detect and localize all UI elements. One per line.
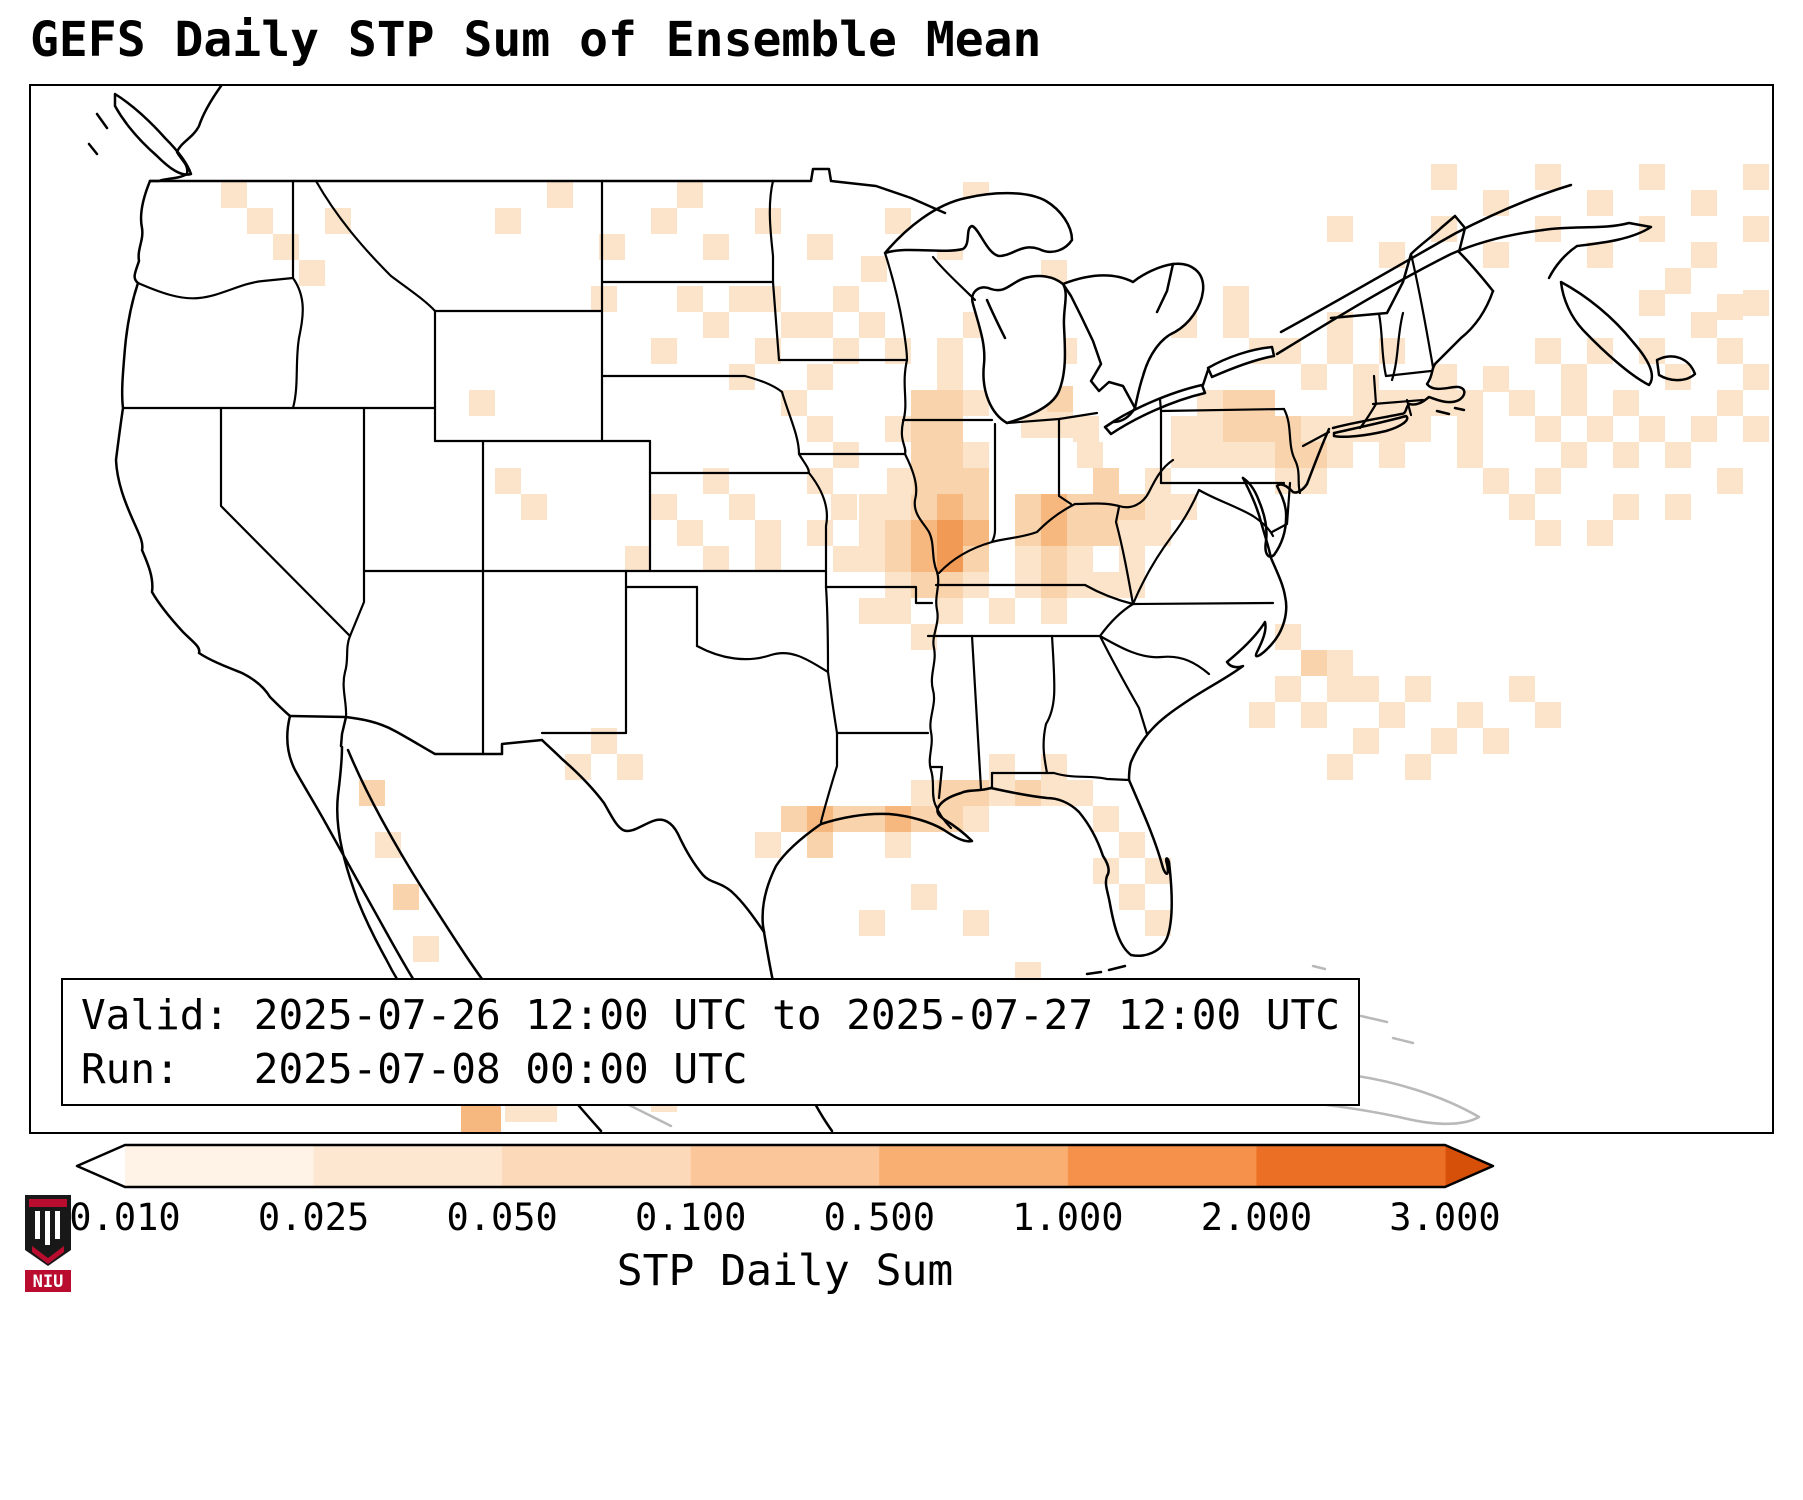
logo-column-mid [45,1211,50,1245]
logo-chevron [32,1246,64,1264]
niu-logo: NIU [25,1195,71,1292]
colorbar-tick-label: 0.500 [823,1196,935,1239]
niagara-river [1201,368,1210,387]
gulf-coast [761,786,993,934]
cape-breton [1655,355,1697,382]
bahamas [1311,964,1415,1045]
gaspe-peninsula [1541,221,1653,280]
state-borders [121,179,1435,830]
colorbar-under-arrow [77,1145,125,1187]
great-lakes [883,191,1276,436]
new-england-coast [1331,289,1495,430]
colorbar-segments [125,1145,1446,1187]
colorbar-tick-labels: 0.010 0.025 0.050 0.100 0.500 1.000 2.000 3.000 [69,1196,1500,1242]
colorbar-outline [75,1143,1495,1189]
lake-ontario [1206,345,1276,379]
lake-michigan [970,274,1067,425]
run-line: Run: 2025-07-08 00:00 UTC [81,1045,748,1093]
st-lawrence-south-shore [1275,228,1545,356]
colorbar-over-arrow [1445,1145,1493,1187]
georgian-bay-bruce [1155,262,1175,314]
logo-column-right [55,1211,60,1239]
mid-atlantic-coast [1241,427,1331,558]
coastal-islands [1435,406,1466,416]
stp-heatmap-layer [221,164,1769,1132]
atlantic-coast-south [1127,476,1288,782]
colorbar-tick-label: 0.025 [257,1196,370,1239]
valid-run-info-box: Valid: 2025-07-26 12:00 UTC to 2025-07-2… [61,978,1360,1106]
us-map [87,86,1769,1132]
vancouver-island [113,92,193,176]
figure-title: GEFS Daily STP Sum of Ensemble Mean [30,12,1042,68]
door-peninsula [985,298,1007,340]
florida-coast [989,778,1174,957]
colorbar-tick-label: 2.000 [1200,1196,1313,1239]
colorbar-tick-label: 0.010 [69,1196,181,1239]
lake-superior [883,191,1074,258]
lake-huron [1061,262,1205,410]
canada-border [148,167,947,215]
colorbar-tick-label: 0.100 [635,1196,747,1239]
logo-text-box [25,1270,71,1292]
colorbar-tick-label: 3.000 [1389,1196,1501,1239]
logo-text: NIU [33,1272,64,1292]
long-island [1332,414,1409,439]
mississippi-river [900,358,953,830]
colorbar-tick-label: 0.050 [446,1196,558,1239]
map-panel: Valid: 2025-07-26 12:00 UTC to 2025-07-2… [29,84,1774,1134]
st-lawrence-north-shore [1279,183,1573,334]
logo-column-left [35,1211,40,1239]
maine-canada-border [1329,214,1495,320]
mexico-border [288,714,766,934]
bc-islands [87,112,109,156]
nova-scotia [1559,280,1654,387]
florida-keys [1085,964,1127,976]
logo-band [29,1199,67,1207]
colorbar-axis-label: STP Daily Sum [616,1246,954,1296]
colorbar [75,1142,1495,1190]
pacific-coast [114,179,292,718]
st-clair-river [1105,406,1137,428]
colorado-river-mouth [339,715,348,748]
valid-line: Valid: 2025-07-26 12:00 UTC to 2025-07-2… [81,991,1340,1039]
bc-coast [148,86,223,183]
colorbar-tick-label: 1.000 [1012,1196,1124,1239]
